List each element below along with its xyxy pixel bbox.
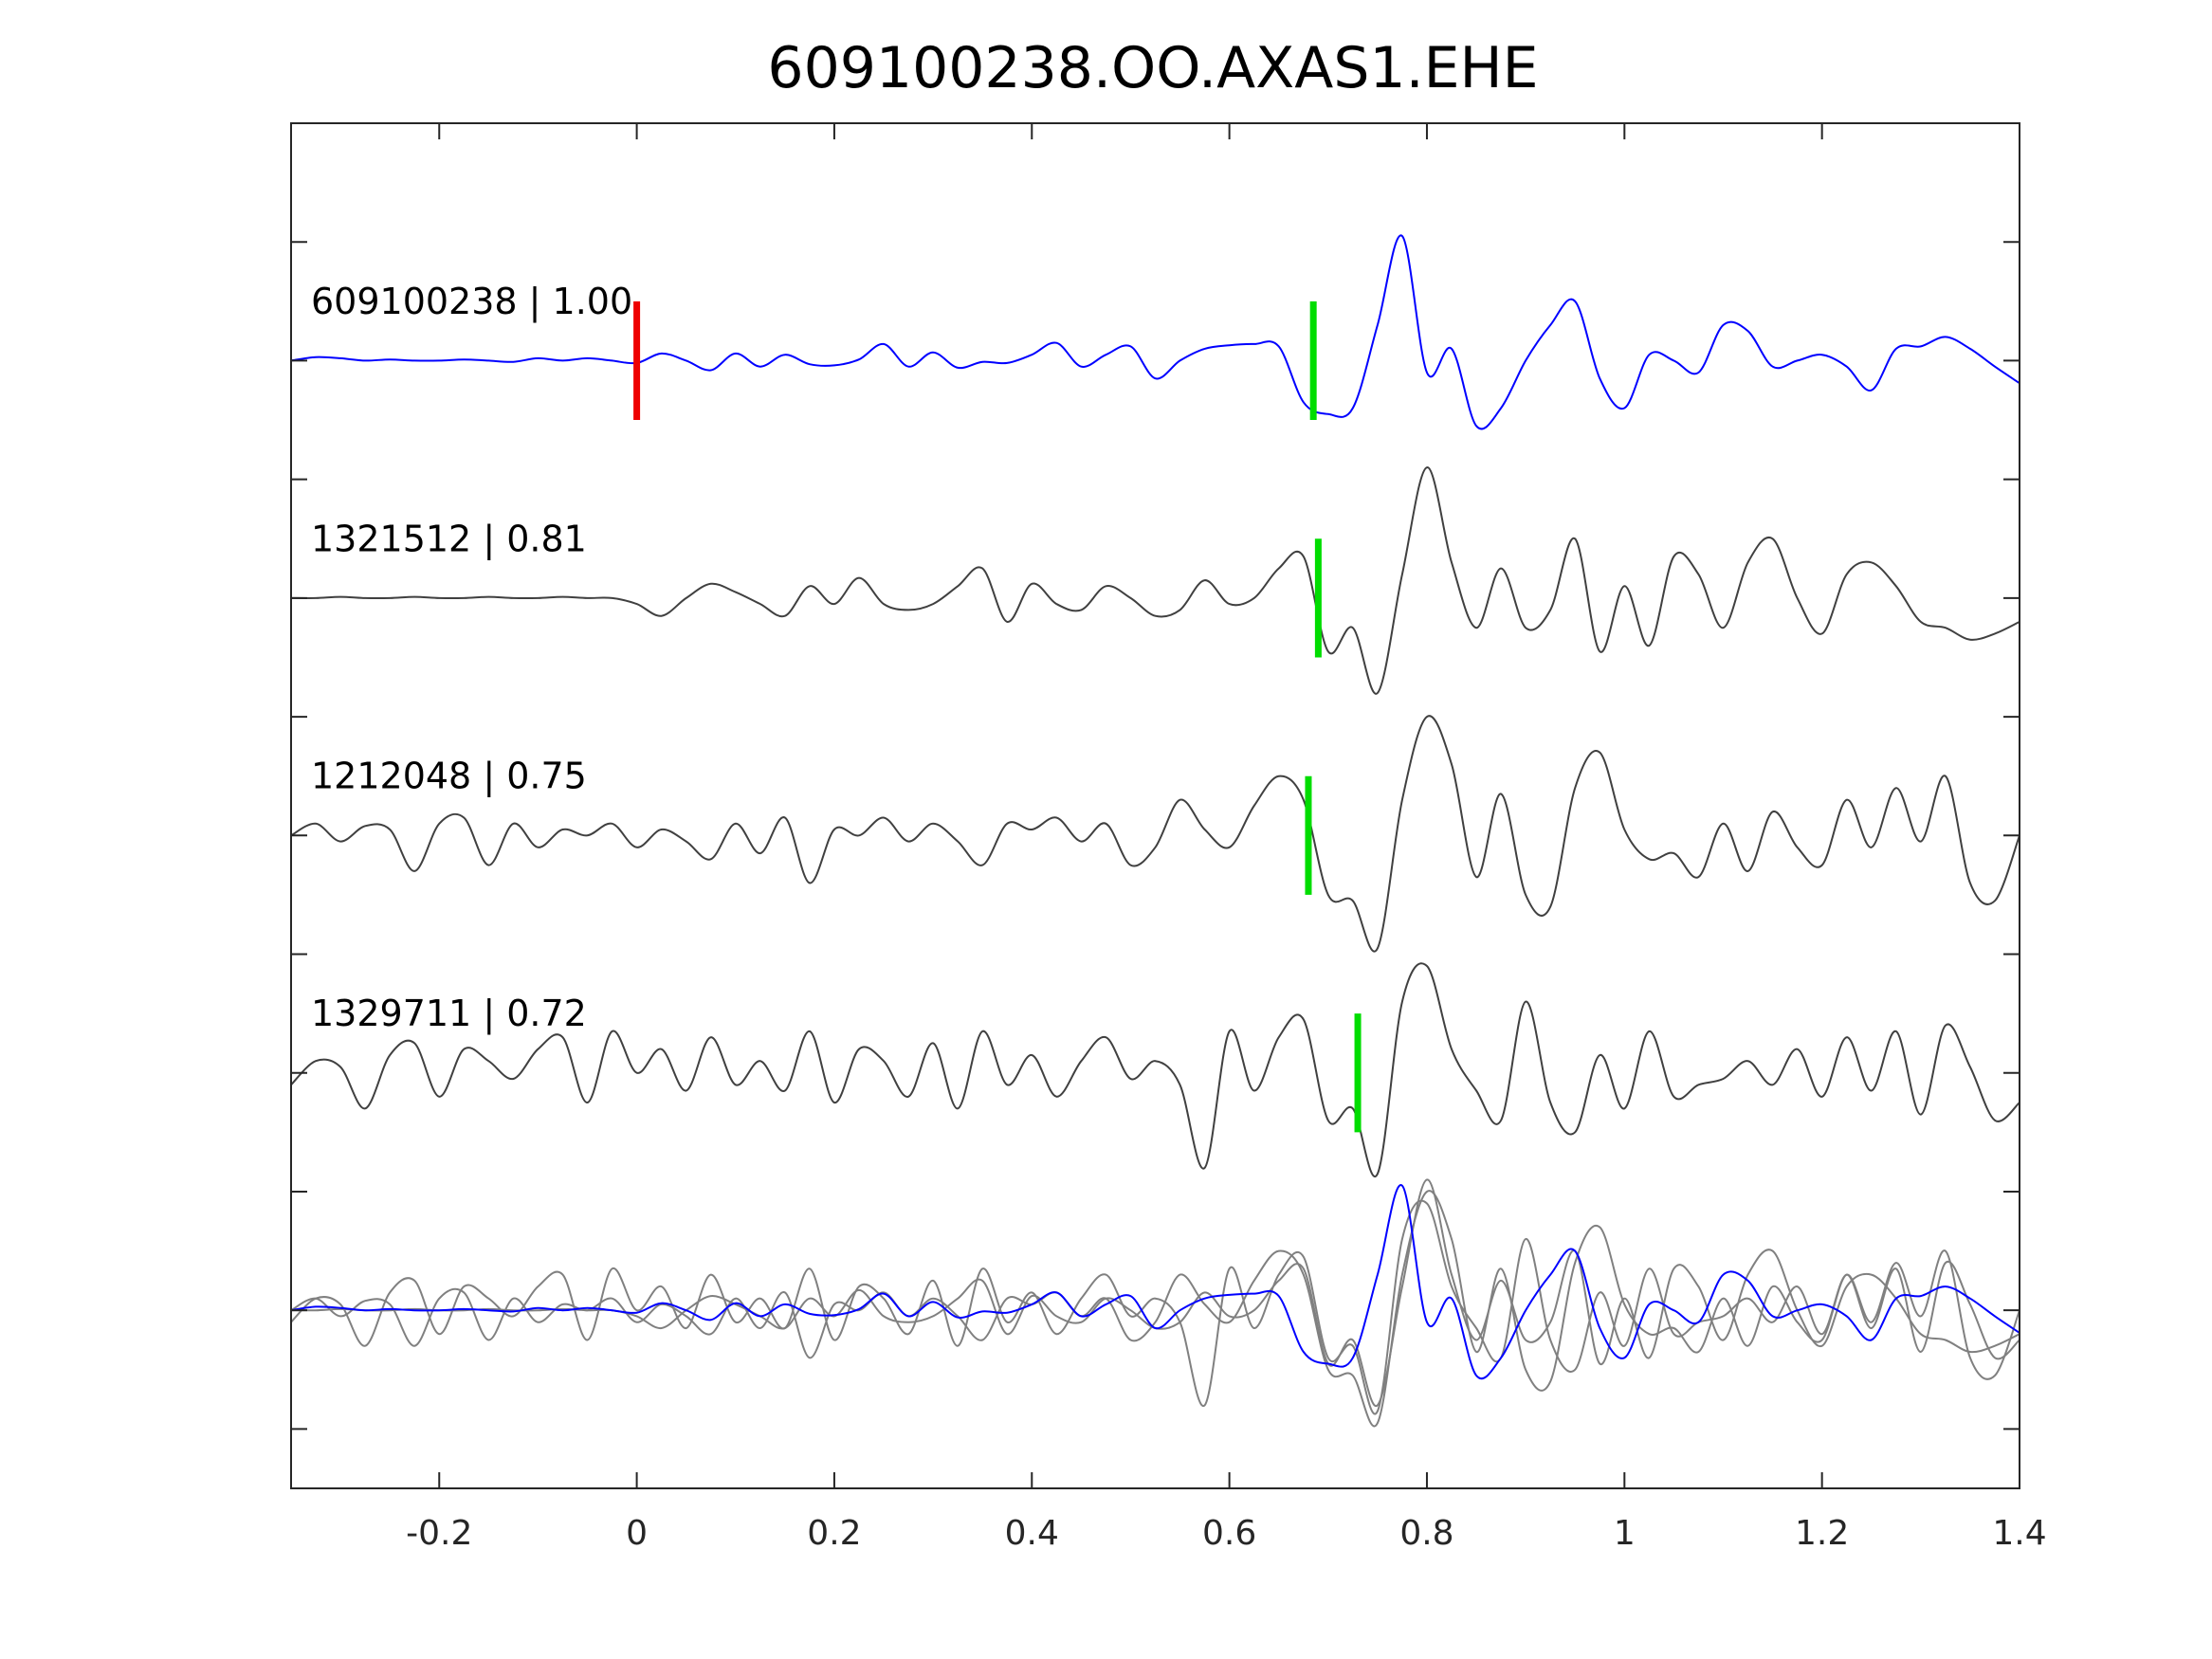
- trace-label: 609100238 | 1.00: [311, 281, 632, 323]
- trace-609100238: [290, 234, 2020, 430]
- x-tick-label: 0.2: [807, 1514, 861, 1553]
- trace-label: 1321512 | 0.81: [311, 518, 587, 560]
- x-tick-label: 1: [1614, 1514, 1636, 1553]
- x-tick-label: 0.4: [1005, 1514, 1059, 1553]
- chart-title: 609100238.OO.AXAS1.EHE: [767, 35, 1538, 101]
- plot-frame: [290, 122, 2020, 1489]
- stack-trace-1321512: [290, 1178, 2020, 1407]
- x-tick-label: 0.6: [1202, 1514, 1256, 1553]
- trace-label: 1212048 | 0.75: [311, 756, 587, 798]
- picks-layer: [633, 301, 1362, 1133]
- axes-ticks: -0.2 0 0.2 0.4 0.6 0.8 1 1.2 1.4: [291, 123, 2047, 1553]
- trace-labels: 609100238 | 1.00 1321512 | 0.81 1212048 | …: [311, 281, 632, 1035]
- trace-label: 1329711 | 0.72: [311, 993, 587, 1035]
- x-tick-label: 0.8: [1399, 1514, 1453, 1553]
- x-tick-label: 0: [626, 1514, 648, 1553]
- x-tick-label: 1.4: [1992, 1514, 2046, 1553]
- trace-1321512: [290, 466, 2020, 695]
- x-tick-label: -0.2: [406, 1514, 472, 1553]
- stack-reference-trace: [290, 1184, 2020, 1380]
- stack-trace-1329711: [290, 1199, 2020, 1415]
- trace-1212048: [290, 715, 2020, 953]
- x-tick-label: 1.2: [1795, 1514, 1849, 1553]
- stack-trace-1212048: [290, 1190, 2020, 1428]
- trace-1329711: [290, 962, 2020, 1178]
- traces-layer: [290, 234, 2020, 1428]
